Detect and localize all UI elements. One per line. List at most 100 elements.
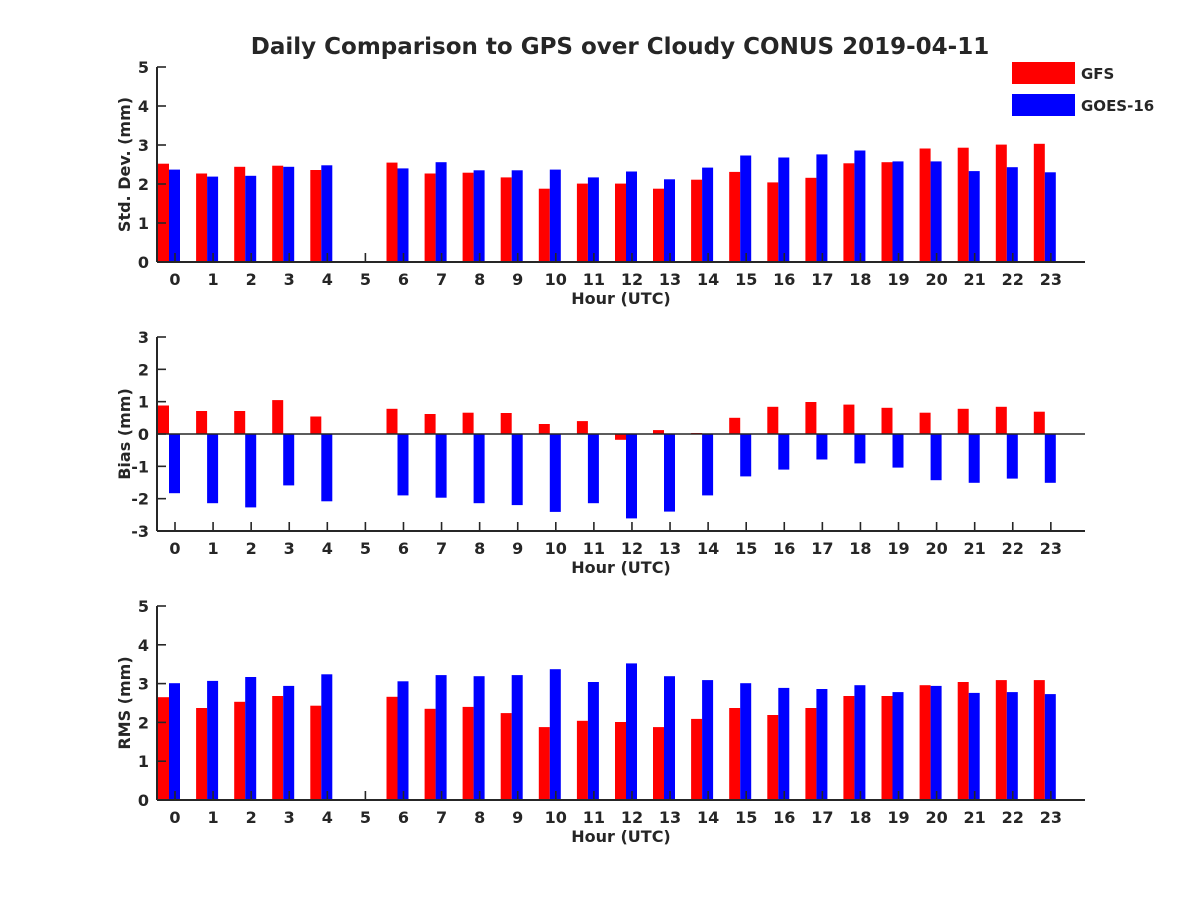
x-tick-label: 4 xyxy=(322,270,333,289)
bar-gfs-hour-9 xyxy=(500,413,512,434)
x-tick-label: 12 xyxy=(621,808,643,827)
x-tick-label: 23 xyxy=(1040,539,1062,558)
bar-gfs-hour-3 xyxy=(272,696,284,800)
x-tick-label: 22 xyxy=(1002,539,1024,558)
bar-gfs-hour-18 xyxy=(843,404,855,434)
bar-goes-16-hour-4 xyxy=(321,165,333,262)
x-tick-label: 15 xyxy=(735,808,757,827)
bar-goes-16-hour-7 xyxy=(435,162,447,262)
x-tick-label: 22 xyxy=(1002,270,1024,289)
bar-goes-16-hour-6 xyxy=(397,681,409,800)
y-tick-label: 4 xyxy=(138,636,149,655)
bar-gfs-hour-7 xyxy=(424,173,436,262)
bar-goes-16-hour-14 xyxy=(702,434,714,496)
bar-gfs-hour-8 xyxy=(462,706,474,800)
x-tick-label: 13 xyxy=(659,270,681,289)
bar-gfs-hour-13 xyxy=(653,727,664,800)
x-tick-label: 4 xyxy=(322,808,333,827)
bar-goes-16-hour-15 xyxy=(740,434,752,477)
y-tick-label: 3 xyxy=(138,328,149,347)
x-tick-label: 0 xyxy=(169,539,180,558)
x-tick-label: 5 xyxy=(360,539,371,558)
bar-gfs-hour-2 xyxy=(234,411,246,434)
bar-goes-16-hour-17 xyxy=(816,154,828,262)
bar-goes-16-hour-6 xyxy=(397,434,409,496)
y-tick-label: -2 xyxy=(131,490,149,509)
legend-label: GOES-16 xyxy=(1081,97,1154,115)
x-tick-label: 9 xyxy=(512,539,523,558)
bar-gfs-hour-18 xyxy=(843,163,855,262)
bar-goes-16-hour-19 xyxy=(892,692,904,800)
bar-gfs-hour-18 xyxy=(843,696,855,800)
bar-goes-16-hour-16 xyxy=(778,434,790,470)
bar-gfs-hour-16 xyxy=(767,715,779,800)
x-tick-label: 3 xyxy=(284,270,295,289)
bar-gfs-hour-11 xyxy=(576,183,588,262)
bar-goes-16-hour-3 xyxy=(283,434,295,486)
y-tick-label: 3 xyxy=(138,136,149,155)
bar-gfs-hour-20 xyxy=(919,412,931,434)
x-tick-label: 10 xyxy=(545,539,567,558)
bar-goes-16-hour-11 xyxy=(587,177,599,262)
bar-goes-16-hour-6 xyxy=(397,168,409,262)
bar-gfs-hour-7 xyxy=(424,708,436,800)
bar-goes-16-hour-23 xyxy=(1044,172,1056,262)
bar-gfs-hour-4 xyxy=(310,416,322,434)
bar-goes-16-hour-1 xyxy=(207,176,219,262)
y-tick-label: 2 xyxy=(138,175,149,194)
bar-gfs-hour-13 xyxy=(653,430,664,434)
x-tick-label: 10 xyxy=(545,808,567,827)
bar-gfs-hour-3 xyxy=(272,400,284,434)
y-tick-label: 4 xyxy=(138,97,149,116)
bar-goes-16-hour-10 xyxy=(549,169,561,262)
bar-gfs-hour-14 xyxy=(691,179,703,262)
y-tick-label: 0 xyxy=(138,253,149,272)
bar-gfs-hour-15 xyxy=(729,708,741,800)
bar-gfs-hour-12 xyxy=(615,722,626,800)
bar-gfs-hour-9 xyxy=(500,177,512,262)
bar-gfs-hour-17 xyxy=(805,402,817,434)
bar-goes-16-hour-21 xyxy=(968,171,980,262)
x-tick-label: 20 xyxy=(925,808,947,827)
bar-gfs-hour-4 xyxy=(310,705,322,800)
bar-goes-16-hour-0 xyxy=(169,434,180,494)
x-tick-label: 6 xyxy=(398,808,409,827)
bar-gfs-hour-13 xyxy=(653,188,664,262)
bar-goes-16-hour-20 xyxy=(930,685,942,800)
bar-gfs-hour-0 xyxy=(158,697,169,800)
x-axis-label: Hour (UTC) xyxy=(571,289,671,308)
x-tick-label: 17 xyxy=(811,270,833,289)
bar-gfs-hour-20 xyxy=(919,148,931,262)
bar-goes-16-hour-23 xyxy=(1044,694,1056,800)
bar-gfs-hour-6 xyxy=(386,696,398,800)
bar-goes-16-hour-18 xyxy=(854,150,866,262)
bar-goes-16-hour-9 xyxy=(511,434,523,506)
bar-gfs-hour-22 xyxy=(995,680,1007,800)
x-tick-label: 16 xyxy=(773,539,795,558)
x-tick-label: 5 xyxy=(360,808,371,827)
bar-gfs-hour-19 xyxy=(881,407,893,434)
bar-goes-16-hour-2 xyxy=(245,677,257,800)
x-tick-label: 2 xyxy=(246,270,257,289)
legend-swatch-gfs xyxy=(1012,62,1075,84)
x-tick-label: 1 xyxy=(208,270,219,289)
bar-goes-16-hour-23 xyxy=(1044,434,1056,483)
bar-goes-16-hour-3 xyxy=(283,685,295,800)
bar-goes-16-hour-22 xyxy=(1006,167,1018,262)
bar-goes-16-hour-12 xyxy=(626,434,637,519)
y-tick-label: 1 xyxy=(138,752,149,771)
bar-goes-16-hour-13 xyxy=(664,676,675,800)
bar-gfs-hour-21 xyxy=(957,408,969,434)
bar-goes-16-hour-9 xyxy=(511,675,523,800)
x-tick-label: 2 xyxy=(246,808,257,827)
x-tick-label: 2 xyxy=(246,539,257,558)
bar-goes-16-hour-12 xyxy=(626,663,637,800)
x-tick-label: 1 xyxy=(208,539,219,558)
bar-gfs-hour-19 xyxy=(881,696,893,800)
bar-gfs-hour-2 xyxy=(234,166,246,262)
bar-goes-16-hour-3 xyxy=(283,166,295,262)
